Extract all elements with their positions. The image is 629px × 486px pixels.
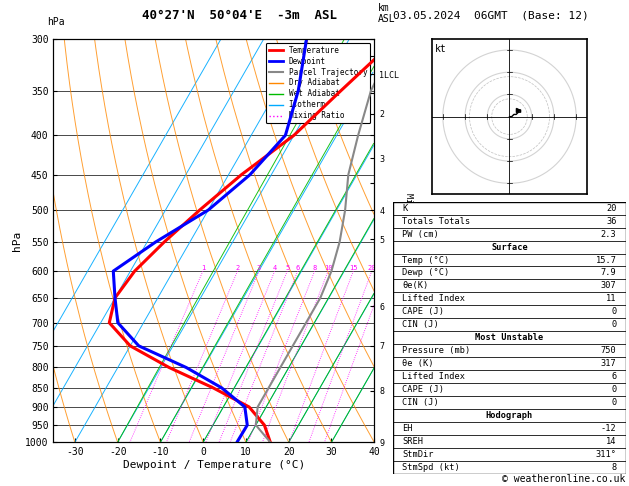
Text: 20: 20 [367, 265, 376, 271]
Bar [393, 370, 626, 383]
Bar [393, 435, 626, 448]
Text: 20: 20 [606, 204, 616, 213]
Bar [393, 357, 626, 370]
Text: 317: 317 [601, 359, 616, 368]
Text: CIN (J): CIN (J) [403, 320, 439, 330]
Text: 0: 0 [611, 385, 616, 394]
Text: 2: 2 [235, 265, 240, 271]
Text: Surface: Surface [491, 243, 528, 252]
Text: CAPE (J): CAPE (J) [403, 385, 445, 394]
Bar [393, 215, 626, 227]
Bar [393, 266, 626, 279]
Text: 5: 5 [285, 265, 289, 271]
Text: EH: EH [403, 424, 413, 433]
Bar [393, 202, 626, 215]
Bar [393, 409, 626, 422]
Bar [393, 279, 626, 293]
Text: 1: 1 [201, 265, 205, 271]
Text: Lifted Index: Lifted Index [403, 372, 465, 381]
Text: 8: 8 [611, 463, 616, 472]
Text: 36: 36 [606, 217, 616, 226]
Bar [393, 227, 626, 241]
Bar [393, 461, 626, 474]
Bar [393, 293, 626, 305]
Text: 2.3: 2.3 [601, 229, 616, 239]
Bar [393, 241, 626, 254]
Text: hPa: hPa [47, 17, 65, 27]
Text: km
ASL: km ASL [377, 3, 395, 24]
Text: kt: kt [435, 44, 447, 53]
Text: θe (K): θe (K) [403, 359, 434, 368]
Y-axis label: hPa: hPa [13, 230, 22, 251]
X-axis label: Dewpoint / Temperature (°C): Dewpoint / Temperature (°C) [123, 460, 305, 470]
Text: 6: 6 [296, 265, 300, 271]
Text: 40°27'N  50°04'E  -3m  ASL: 40°27'N 50°04'E -3m ASL [142, 9, 337, 22]
Legend: Temperature, Dewpoint, Parcel Trajectory, Dry Adiabat, Wet Adiabat, Isotherm, Mi: Temperature, Dewpoint, Parcel Trajectory… [266, 43, 370, 123]
Text: 14: 14 [606, 437, 616, 446]
Bar [393, 305, 626, 318]
Text: θe(K): θe(K) [403, 281, 429, 291]
Bar [393, 383, 626, 396]
Text: 8: 8 [313, 265, 317, 271]
Text: © weatheronline.co.uk: © weatheronline.co.uk [503, 473, 626, 484]
Y-axis label: Mixing Ratio (g/kg): Mixing Ratio (g/kg) [404, 193, 413, 288]
Text: StmDir: StmDir [403, 450, 434, 459]
Text: 750: 750 [601, 346, 616, 355]
Text: 03.05.2024  06GMT  (Base: 12): 03.05.2024 06GMT (Base: 12) [393, 10, 589, 20]
Text: 4: 4 [272, 265, 277, 271]
Text: Dewp (°C): Dewp (°C) [403, 268, 450, 278]
Bar [393, 448, 626, 461]
Text: PW (cm): PW (cm) [403, 229, 439, 239]
Text: Lifted Index: Lifted Index [403, 295, 465, 303]
Bar [393, 318, 626, 331]
Text: 10: 10 [324, 265, 332, 271]
Bar [393, 422, 626, 435]
Text: Hodograph: Hodograph [486, 411, 533, 420]
Text: 6: 6 [611, 372, 616, 381]
Text: Totals Totals: Totals Totals [403, 217, 470, 226]
Text: 0: 0 [611, 307, 616, 316]
Text: K: K [403, 204, 408, 213]
Text: 15: 15 [349, 265, 358, 271]
Text: Temp (°C): Temp (°C) [403, 256, 450, 264]
Text: SREH: SREH [403, 437, 423, 446]
Bar [393, 344, 626, 357]
Bar [393, 396, 626, 409]
Text: 0: 0 [611, 320, 616, 330]
Text: CAPE (J): CAPE (J) [403, 307, 445, 316]
Bar [393, 254, 626, 266]
Text: CIN (J): CIN (J) [403, 398, 439, 407]
Text: 3: 3 [257, 265, 261, 271]
Text: 7.9: 7.9 [601, 268, 616, 278]
Text: Most Unstable: Most Unstable [476, 333, 543, 342]
Text: StmSpd (kt): StmSpd (kt) [403, 463, 460, 472]
Text: 15.7: 15.7 [596, 256, 616, 264]
Text: -12: -12 [601, 424, 616, 433]
Text: 307: 307 [601, 281, 616, 291]
Text: 311°: 311° [596, 450, 616, 459]
Text: 0: 0 [611, 398, 616, 407]
Bar [393, 331, 626, 344]
Text: 11: 11 [606, 295, 616, 303]
Text: Pressure (mb): Pressure (mb) [403, 346, 470, 355]
